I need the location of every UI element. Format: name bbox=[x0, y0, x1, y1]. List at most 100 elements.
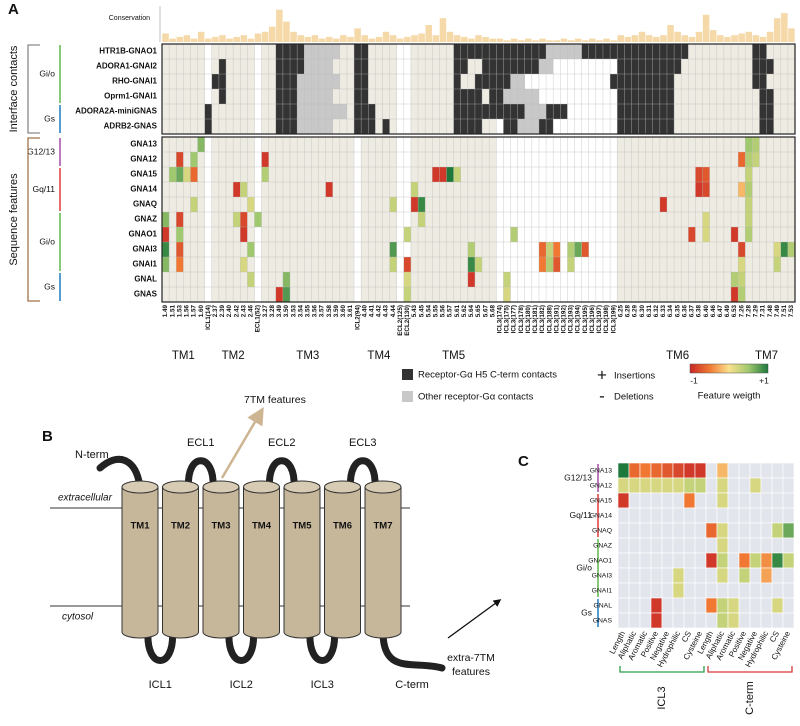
features-column-bg bbox=[226, 137, 234, 302]
feature-cell bbox=[432, 167, 440, 182]
heat-cell bbox=[782, 492, 795, 509]
contact-cell bbox=[290, 119, 298, 134]
feature-cell bbox=[567, 257, 575, 272]
conservation-bar bbox=[645, 35, 653, 42]
features-column-bg bbox=[730, 137, 739, 302]
heat-cell bbox=[694, 582, 707, 599]
block-frame bbox=[161, 136, 796, 303]
feature-cell bbox=[190, 197, 198, 212]
ecl-label: ECL1 bbox=[187, 437, 215, 449]
heat-cell bbox=[738, 597, 751, 614]
heat-cell bbox=[672, 567, 685, 584]
legend-label: Receptor-Gα H5 C-term contacts bbox=[418, 370, 557, 381]
heat-cell bbox=[782, 522, 795, 539]
conservation-bar bbox=[389, 35, 397, 42]
feature-cell bbox=[745, 182, 753, 197]
contact-cell bbox=[645, 59, 653, 74]
conservation-bar bbox=[596, 40, 603, 42]
contact-cell bbox=[318, 44, 326, 59]
contact-cell bbox=[460, 89, 468, 104]
features-column-bg bbox=[268, 137, 276, 302]
contact-cell bbox=[482, 104, 490, 119]
column-label: ECL1(52) bbox=[255, 305, 262, 332]
heat-cell bbox=[716, 567, 729, 584]
conservation-bar bbox=[496, 38, 504, 42]
heat-cell bbox=[782, 537, 795, 554]
feature-cell bbox=[553, 257, 561, 272]
protein-label: GNA15 bbox=[130, 170, 157, 179]
contact-cell bbox=[638, 119, 646, 134]
receptor-label: HTR1B-GNAO1 bbox=[99, 47, 157, 56]
contact-cell bbox=[282, 59, 291, 74]
contact-cell bbox=[766, 104, 774, 119]
column-label: 3.27 bbox=[262, 305, 269, 318]
contact-cell bbox=[282, 74, 291, 89]
receptor-label: RHO-GNAI1 bbox=[112, 77, 157, 86]
contact-cell bbox=[489, 59, 497, 74]
heat-cell bbox=[650, 582, 663, 599]
heat-cell bbox=[738, 507, 751, 524]
conservation-bar bbox=[468, 38, 475, 42]
contact-cell bbox=[304, 89, 312, 104]
contact-cell bbox=[311, 89, 319, 104]
heat-cell bbox=[771, 582, 784, 599]
row-label: GNAS bbox=[593, 617, 613, 624]
heat-cell bbox=[716, 552, 729, 569]
heat-cell bbox=[782, 567, 795, 584]
icl-loop bbox=[225, 628, 258, 664]
legend-swatch bbox=[402, 391, 413, 402]
row-label: GNAQ bbox=[592, 527, 612, 534]
heat-cell bbox=[760, 522, 773, 539]
contact-cell bbox=[524, 89, 532, 104]
contact-cell bbox=[503, 59, 511, 74]
contact-cell bbox=[489, 44, 497, 59]
feature-cell bbox=[176, 212, 184, 227]
column-label: 2.42 bbox=[233, 305, 240, 318]
heat-cell bbox=[716, 597, 729, 614]
conservation-bar bbox=[418, 33, 425, 42]
heat-cell bbox=[749, 552, 762, 569]
group-label: Gi/o bbox=[39, 68, 55, 78]
contact-cell bbox=[638, 104, 646, 119]
tm-label: TM2 bbox=[222, 350, 245, 362]
heat-cell bbox=[760, 597, 773, 614]
protein-label: GNAL bbox=[134, 275, 157, 284]
column-label: 6.38 bbox=[696, 305, 703, 318]
heat-cell bbox=[749, 582, 762, 599]
feature-cell bbox=[510, 227, 518, 242]
feature-cell bbox=[240, 212, 248, 227]
contact-cell bbox=[489, 89, 497, 104]
heat-cell bbox=[738, 477, 751, 494]
contact-cell bbox=[538, 59, 547, 74]
section-title: Interface contacts bbox=[8, 45, 20, 132]
column-label: 3.28 bbox=[269, 305, 276, 318]
column-label: 3.60 bbox=[340, 305, 347, 318]
column-label: 6.29 bbox=[632, 305, 639, 318]
tm-label: TM6 bbox=[666, 350, 689, 362]
contact-cell bbox=[624, 59, 632, 74]
helix-body-cover bbox=[163, 625, 198, 632]
features-column-bg bbox=[375, 137, 383, 302]
heat-cell bbox=[760, 507, 773, 524]
features-column-bg bbox=[624, 137, 632, 302]
contact-cell bbox=[638, 44, 646, 59]
heat-cell bbox=[749, 612, 762, 629]
protein-label: GNA14 bbox=[130, 185, 157, 194]
conservation-bar bbox=[240, 35, 248, 42]
feature-cell bbox=[176, 227, 184, 242]
helix-label: TM6 bbox=[333, 521, 352, 532]
contact-cell bbox=[666, 89, 675, 104]
heat-cell bbox=[738, 612, 751, 629]
contact-cell bbox=[666, 74, 675, 89]
conservation-bar bbox=[731, 35, 738, 42]
heat-cell bbox=[694, 567, 707, 584]
heat-cell bbox=[650, 477, 663, 494]
contact-cell bbox=[453, 44, 461, 59]
heat-cell bbox=[760, 462, 773, 479]
contact-cell bbox=[588, 44, 596, 59]
contact-cell bbox=[275, 119, 283, 134]
helix-top bbox=[121, 480, 159, 494]
helix-body bbox=[324, 486, 361, 633]
contact-cell bbox=[474, 89, 483, 104]
contact-cell bbox=[325, 89, 333, 104]
